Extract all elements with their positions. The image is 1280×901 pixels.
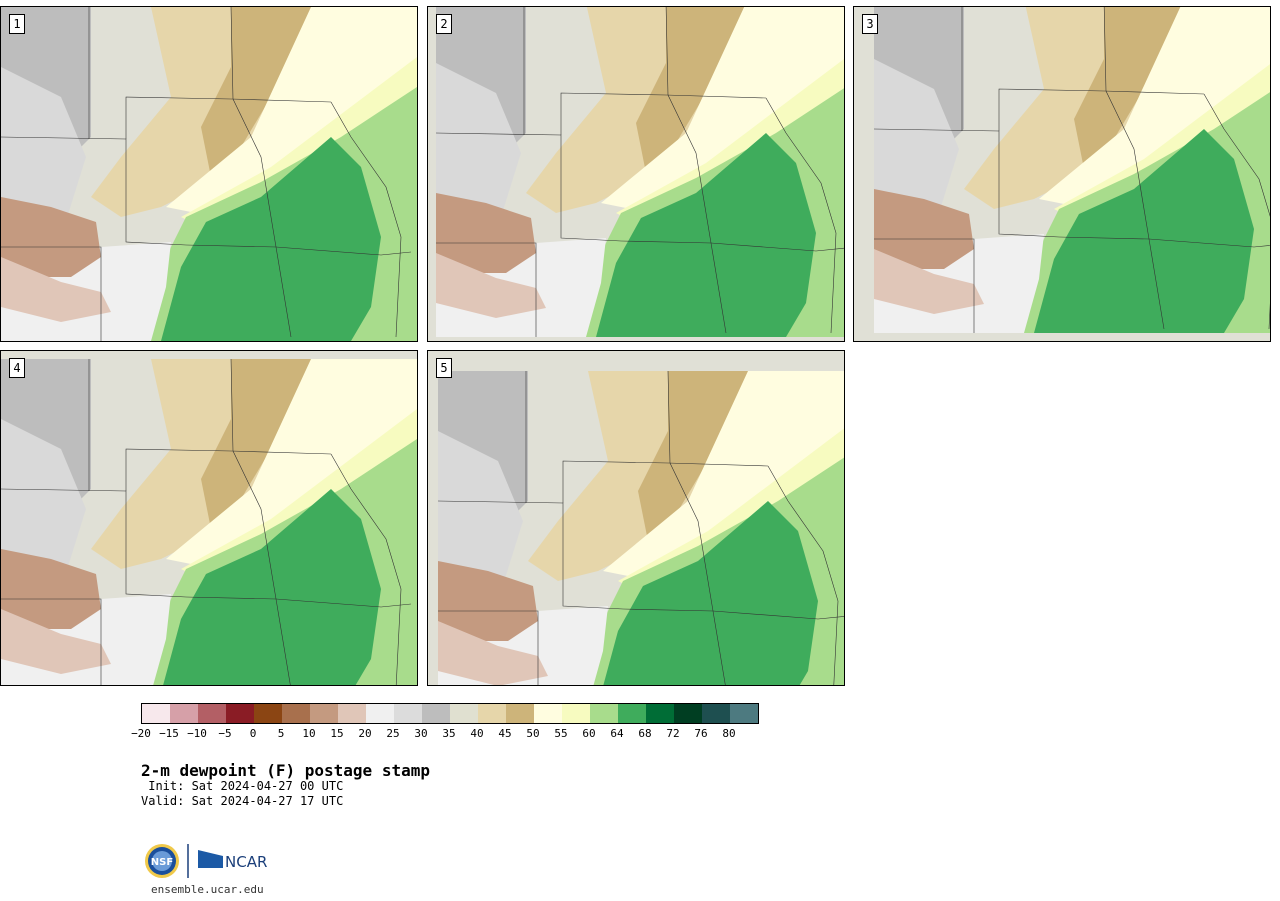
colorbar-tick: 35 xyxy=(442,727,456,740)
ensemble-member-map-5: 5 xyxy=(427,350,845,686)
colorbar-swatch xyxy=(366,704,394,723)
ncar-logo-icon: NCAR xyxy=(198,850,267,871)
valid-time: Valid: Sat 2024-04-27 17 UTC xyxy=(141,794,344,808)
member-label: 3 xyxy=(862,14,878,34)
colorbar-tick: 10 xyxy=(302,727,316,740)
colorbar-tick-labels: −20 −15 −10 −5 0 5 10 15 20 25 30 35 40 45 50 55 60 64 68 7… xyxy=(131,727,761,743)
colorbar-swatch xyxy=(562,704,590,723)
colorbar-swatch xyxy=(646,704,674,723)
ensemble-member-map-4: 4 xyxy=(0,350,418,686)
dewpoint-colorbar xyxy=(141,703,759,724)
colorbar-tick: 60 xyxy=(582,727,596,740)
colorbar-tick: −5 xyxy=(218,727,232,740)
dewpoint-field xyxy=(854,7,1270,341)
colorbar-tick: 5 xyxy=(277,727,285,740)
member-label: 4 xyxy=(9,358,25,378)
colorbar-swatch xyxy=(282,704,310,723)
ncar-logo-text: NCAR xyxy=(225,853,267,871)
colorbar-swatch xyxy=(674,704,702,723)
colorbar-swatch xyxy=(170,704,198,723)
colorbar-tick: 30 xyxy=(414,727,428,740)
ensemble-member-map-2: 2 xyxy=(427,6,845,342)
colorbar-swatch xyxy=(394,704,422,723)
colorbar-tick: −15 xyxy=(159,727,179,740)
member-label: 5 xyxy=(436,358,452,378)
ensemble-member-map-3: 3 xyxy=(853,6,1271,342)
colorbar-tick: 45 xyxy=(498,727,512,740)
colorbar-swatch xyxy=(422,704,450,723)
colorbar-swatch xyxy=(730,704,758,723)
site-url: ensemble.ucar.edu xyxy=(151,883,264,896)
colorbar-swatch xyxy=(534,704,562,723)
plot-title: 2-m dewpoint (F) postage stamp xyxy=(141,761,430,780)
member-label: 2 xyxy=(436,14,452,34)
colorbar-tick: −10 xyxy=(187,727,207,740)
colorbar-tick: 20 xyxy=(358,727,372,740)
dewpoint-field xyxy=(1,7,417,341)
colorbar-swatch xyxy=(310,704,338,723)
colorbar-swatch xyxy=(506,704,534,723)
colorbar-tick: 64 xyxy=(610,727,624,740)
colorbar-tick: 76 xyxy=(694,727,708,740)
colorbar-swatch xyxy=(338,704,366,723)
member-label: 1 xyxy=(9,14,25,34)
colorbar-swatch xyxy=(702,704,730,723)
colorbar-swatch xyxy=(618,704,646,723)
ensemble-member-map-1: 1 xyxy=(0,6,418,342)
colorbar-tick: 0 xyxy=(249,727,257,740)
colorbar-tick: 15 xyxy=(330,727,344,740)
colorbar-swatch xyxy=(478,704,506,723)
colorbar-swatch xyxy=(450,704,478,723)
dewpoint-field xyxy=(428,7,844,341)
colorbar-swatch xyxy=(226,704,254,723)
init-time: Init: Sat 2024-04-27 00 UTC xyxy=(141,779,344,793)
colorbar-tick: 80 xyxy=(722,727,736,740)
colorbar-tick: 55 xyxy=(554,727,568,740)
nsf-logo-text: NSF xyxy=(151,857,173,868)
colorbar-swatch xyxy=(198,704,226,723)
colorbar-tick: −20 xyxy=(131,727,151,740)
colorbar-swatch xyxy=(590,704,618,723)
colorbar-tick: 40 xyxy=(470,727,484,740)
colorbar-swatch xyxy=(142,704,170,723)
dewpoint-field xyxy=(428,351,844,685)
nsf-ncar-logos: NSF NCAR xyxy=(143,842,283,882)
colorbar-swatch xyxy=(254,704,282,723)
colorbar-tick: 68 xyxy=(638,727,652,740)
colorbar-tick: 25 xyxy=(386,727,400,740)
dewpoint-field xyxy=(1,351,417,685)
colorbar-tick: 50 xyxy=(526,727,540,740)
colorbar-tick: 72 xyxy=(666,727,680,740)
nsf-logo-icon: NSF xyxy=(145,844,179,878)
